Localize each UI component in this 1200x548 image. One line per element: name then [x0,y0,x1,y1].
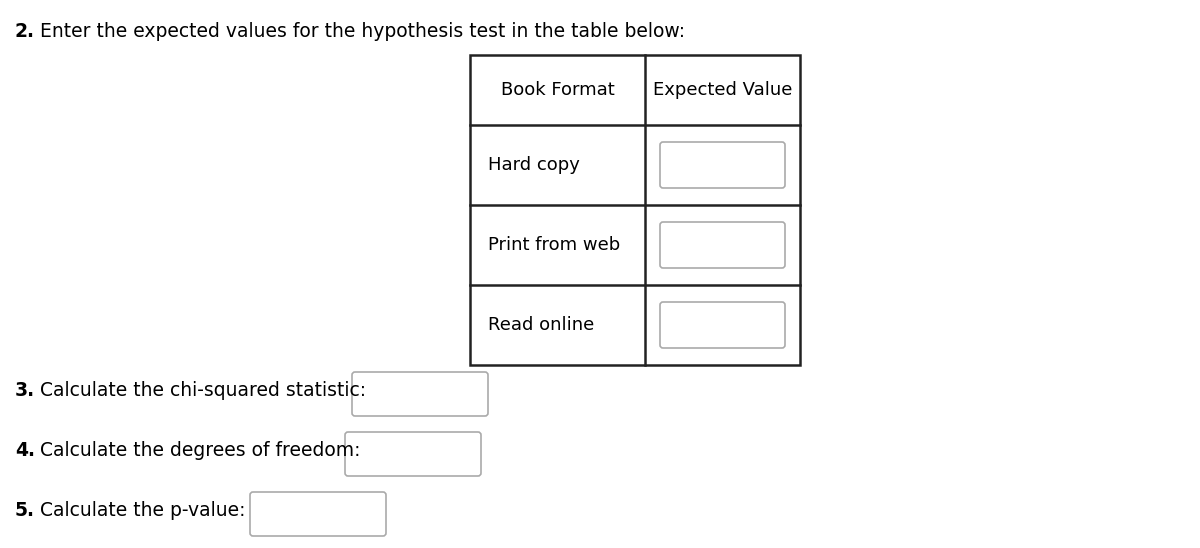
Text: Enter the expected values for the hypothesis test in the table below:: Enter the expected values for the hypoth… [34,22,685,41]
Text: 2.: 2. [14,22,35,41]
FancyBboxPatch shape [660,302,785,348]
FancyBboxPatch shape [660,142,785,188]
Text: 4.: 4. [14,441,35,460]
Text: Calculate the degrees of freedom:: Calculate the degrees of freedom: [34,441,360,460]
FancyBboxPatch shape [352,372,488,416]
Text: Hard copy: Hard copy [488,156,580,174]
Bar [470,55,800,365]
Text: Expected Value: Expected Value [653,81,792,99]
FancyBboxPatch shape [346,432,481,476]
FancyBboxPatch shape [660,222,785,268]
Text: Calculate the chi-squared statistic:: Calculate the chi-squared statistic: [34,380,366,399]
Text: Book Format: Book Format [500,81,614,99]
Text: Calculate the p-value:: Calculate the p-value: [34,500,246,520]
Text: Print from web: Print from web [488,236,620,254]
Text: 3.: 3. [14,380,35,399]
FancyBboxPatch shape [250,492,386,536]
Text: Read online: Read online [488,316,594,334]
Text: 5.: 5. [14,500,35,520]
